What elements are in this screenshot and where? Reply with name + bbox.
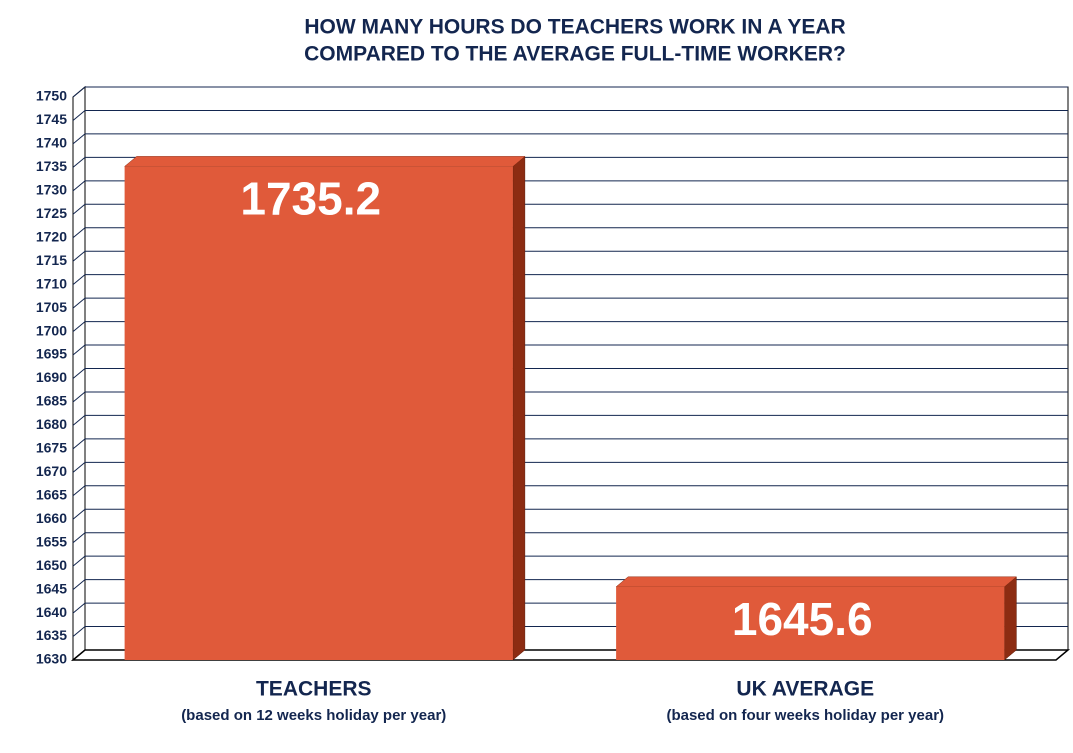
- y-tick-label: 1700: [36, 322, 67, 338]
- wall-grid-line: [72, 250, 86, 262]
- wall-grid-line: [72, 391, 86, 403]
- wall-grid-line: [72, 297, 86, 309]
- wall-grid-line: [72, 485, 86, 497]
- bar-top: [123, 156, 526, 167]
- y-tick-label: 1665: [36, 486, 67, 502]
- y-tick-label: 1740: [36, 135, 67, 151]
- y-tick-label: 1655: [36, 533, 67, 549]
- y-tick-label: 1675: [36, 440, 67, 456]
- x-tick-note: (based on four weeks holiday per year): [666, 707, 944, 724]
- x-tick-label: TEACHERS: [256, 678, 372, 701]
- y-tick-label: 1660: [36, 510, 67, 526]
- y-tick-label: 1635: [36, 627, 67, 643]
- y-tick-label: 1710: [36, 275, 67, 291]
- wall-grid-line: [72, 579, 86, 591]
- wall-grid-line: [72, 203, 86, 215]
- y-tick-label: 1690: [36, 369, 67, 385]
- y-tick-label: 1750: [36, 88, 67, 104]
- y-tick-label: 1730: [36, 182, 67, 198]
- wall-grid-line: [72, 532, 86, 544]
- chart-subtitle: COMPARED TO THE AVERAGE FULL-TIME WORKER…: [304, 43, 846, 66]
- wall-grid-line: [72, 555, 86, 567]
- value-label: 1735.2: [240, 173, 381, 225]
- chart-title: HOW MANY HOURS DO TEACHERS WORK IN A YEA…: [304, 16, 845, 39]
- wall-grid-line: [72, 274, 86, 286]
- wall-grid-line: [72, 110, 86, 121]
- y-tick-label: 1695: [36, 346, 67, 362]
- wall-grid-line: [72, 415, 86, 426]
- bar-side: [1004, 576, 1017, 661]
- y-tick-label: 1705: [36, 299, 67, 315]
- y-tick-label: 1630: [36, 651, 67, 667]
- value-label: 1645.6: [732, 593, 873, 645]
- wall-grid-line: [72, 368, 86, 379]
- wall-grid-line: [72, 508, 86, 520]
- wall-grid-line: [72, 321, 86, 332]
- y-tick-label: 1680: [36, 416, 67, 432]
- wall-grid-line: [72, 156, 86, 168]
- bar-side: [512, 155, 526, 661]
- wall-grid-line: [72, 602, 86, 614]
- y-tick-label: 1645: [36, 580, 67, 596]
- y-tick-label: 1715: [36, 252, 67, 268]
- wall-grid-line: [72, 461, 86, 473]
- bar: [616, 586, 1005, 660]
- y-tick-label: 1745: [36, 111, 67, 127]
- wall-grid-line: [72, 626, 86, 637]
- bar: [124, 166, 513, 661]
- y-tick-label: 1725: [36, 205, 67, 221]
- wall-grid-line: [72, 227, 86, 239]
- wall-grid-line: [72, 344, 86, 356]
- wall-grid-line: [72, 133, 86, 145]
- x-tick-label: UK AVERAGE: [736, 678, 874, 701]
- y-tick-label: 1685: [36, 393, 67, 409]
- y-tick-label: 1735: [36, 158, 67, 174]
- wall-grid-line: [72, 180, 86, 192]
- wall-grid-line: [72, 86, 86, 98]
- y-tick-label: 1640: [36, 604, 67, 620]
- y-tick-label: 1650: [36, 557, 67, 573]
- y-tick-label: 1670: [36, 463, 67, 479]
- y-tick-label: 1720: [36, 228, 67, 244]
- wall-grid-line: [72, 438, 86, 450]
- x-tick-note: (based on 12 weeks holiday per year): [181, 707, 446, 724]
- bar-top: [615, 576, 1018, 588]
